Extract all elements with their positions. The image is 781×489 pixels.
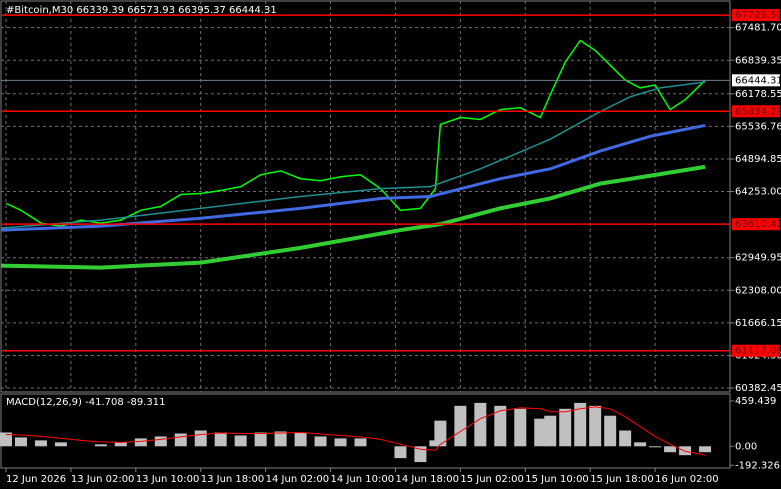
y-tick-label: 64253.00	[735, 187, 781, 198]
macd-bar	[664, 446, 677, 453]
price-line	[0, 123, 706, 232]
y-tick-label: 67481.70	[735, 23, 781, 34]
y-tick-label: 64894.85	[735, 154, 781, 165]
last-price-label: 66444.31	[735, 75, 781, 86]
level-tag	[732, 105, 780, 118]
macd-bar	[54, 442, 67, 447]
x-tick-label: 14 Jun 02:00	[266, 474, 330, 485]
last-price-tag	[732, 74, 780, 87]
y-tick-label: 65536.76	[735, 121, 781, 132]
y-tick-label: 66178.55	[735, 89, 781, 100]
macd-bar	[544, 415, 557, 447]
macd-bar	[354, 438, 367, 447]
macd-bar	[94, 444, 107, 447]
x-tick-label: 13 Jun 10:00	[136, 474, 200, 485]
macd-bar	[574, 402, 587, 447]
macd-bar	[394, 446, 407, 459]
macd-bar	[559, 408, 572, 447]
x-tick-label: 16 Jun 02:00	[655, 474, 719, 485]
x-tick-label: 14 Jun 10:00	[331, 474, 395, 485]
chart-title: #Bitcoin,M30 66339.39 66573.93 66395.37 …	[6, 5, 277, 16]
macd-bar	[434, 420, 447, 447]
macd-bar	[334, 438, 347, 447]
level-label: 61117.06	[735, 346, 781, 357]
macd-bar	[134, 438, 147, 447]
macd-bar	[194, 430, 207, 447]
macd-bar	[474, 402, 487, 447]
level-tag	[732, 218, 780, 231]
macd-panel-frame	[0, 393, 731, 469]
macd-bar	[699, 446, 712, 453]
macd-bar	[314, 436, 327, 447]
macd-bar	[619, 430, 632, 447]
macd-bar	[214, 432, 227, 447]
level-tag	[732, 9, 780, 22]
macd-bar	[154, 436, 167, 447]
x-tick-label: 15 Jun 02:00	[460, 474, 524, 485]
x-tick-label: 13 Jun 18:00	[201, 474, 265, 485]
y-tick-label: 459.439	[735, 396, 776, 407]
price-line	[0, 81, 706, 229]
y-tick-label: -192.326	[735, 460, 780, 471]
macd-bar	[454, 405, 467, 447]
x-tick-label: 14 Jun 18:00	[395, 474, 459, 485]
macd-bar	[634, 442, 647, 447]
macd-bar	[0, 432, 12, 447]
macd-bar	[34, 440, 47, 447]
y-tick-label: 66839.35	[735, 55, 781, 66]
x-tick-label: 15 Jun 10:00	[525, 474, 589, 485]
macd-bar	[174, 433, 187, 447]
macd-bar	[14, 437, 27, 447]
macd-bar	[534, 418, 547, 447]
y-tick-label: 0.00	[735, 441, 757, 452]
y-tick-label: 61666.15	[735, 318, 781, 329]
y-tick-label: 60382.45	[735, 383, 781, 394]
price-panel-frame	[0, 0, 731, 393]
x-tick-label: 15 Jun 18:00	[590, 474, 654, 485]
macd-bar	[604, 415, 617, 447]
x-tick-label: 13 Jun 02:00	[71, 474, 135, 485]
macd-bar	[514, 408, 527, 447]
y-tick-label: 62949.95	[735, 253, 781, 264]
macd-title: MACD(12,26,9) -41.708 -89.311	[6, 397, 166, 408]
signal-line	[5, 406, 706, 456]
macd-bar	[294, 432, 307, 447]
level-tag	[732, 344, 780, 357]
macd-bar	[414, 446, 427, 463]
macd-bar	[649, 446, 662, 448]
macd-bar	[234, 435, 247, 447]
level-label: 65834.29	[735, 106, 781, 117]
macd-bar	[274, 431, 287, 447]
level-label: 63610.41	[735, 219, 781, 230]
level-label: 67729.50	[735, 10, 781, 21]
macd-bar	[494, 405, 507, 447]
macd-bar	[589, 405, 602, 447]
x-tick-label: 12 Jun 2026	[6, 474, 66, 485]
macd-bar	[254, 432, 267, 447]
y-tick-label: 62308.00	[735, 285, 781, 296]
macd-bar	[114, 442, 127, 447]
